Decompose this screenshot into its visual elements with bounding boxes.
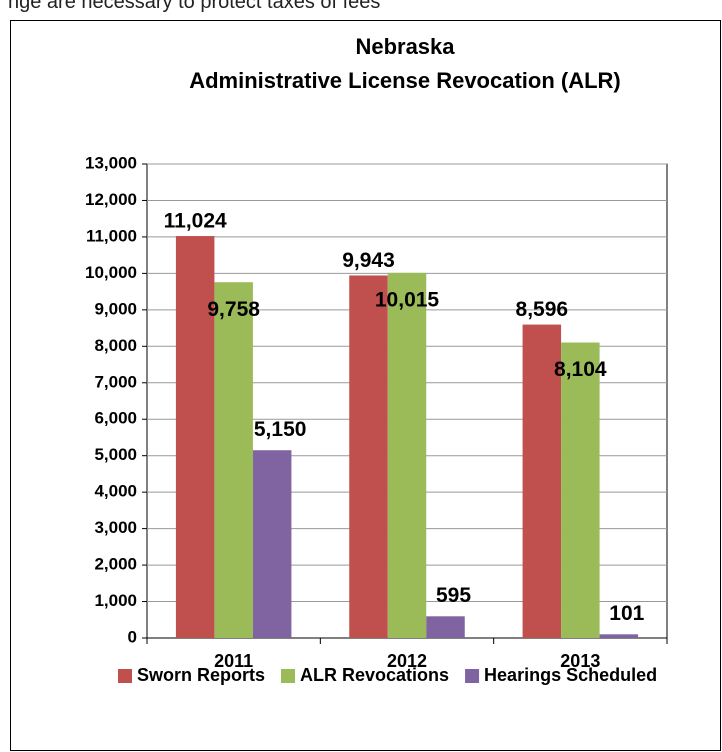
bar [175,236,215,638]
y-tick-label: 10,000 [85,263,137,282]
data-label: 11,024 [164,210,227,233]
y-tick-label: 2,000 [94,555,137,574]
data-label: 5,150 [254,418,307,441]
y-tick-label: 12,000 [85,190,137,209]
y-tick-label: 4,000 [94,482,137,501]
bar [561,342,600,638]
legend-swatch [465,669,480,683]
legend-label: Sworn Reports [137,665,265,685]
data-label: 8,104 [554,358,607,381]
data-label: 9,943 [342,249,395,272]
bar [214,282,253,638]
y-tick-label: 7,000 [94,372,137,391]
chart-border [10,20,721,751]
y-tick-label: 3,000 [94,518,137,537]
bar [349,275,388,638]
y-tick-label: 13,000 [85,153,137,172]
data-label: 10,015 [375,288,440,311]
caption-fragment: nge are necessary to protect taxes of fe… [8,0,381,13]
legend-swatch [281,669,296,683]
y-tick-label: 6,000 [94,409,137,428]
bar [426,616,465,638]
bar [599,634,639,638]
y-tick-label: 5,000 [94,445,137,464]
data-label: 9,758 [207,298,260,321]
y-tick-label: 8,000 [94,336,137,355]
legend-swatch [118,669,132,683]
bar [387,272,427,638]
data-label: 101 [609,602,644,625]
y-tick-label: 1,000 [94,591,137,610]
data-label: 8,596 [516,298,569,321]
data-label: 595 [436,584,471,607]
x-tick-label: 2011 [214,651,253,671]
y-tick-label: 9,000 [94,299,137,318]
x-tick-label: 2012 [387,651,427,671]
chart-subtitle: Administrative License Revocation (ALR) [189,68,621,93]
chart-title: Nebraska [355,34,455,59]
y-tick-label: 0 [128,627,137,646]
legend-label: ALR Revocations [300,665,449,685]
y-tick-label: 11,000 [86,226,137,245]
bar [252,450,292,638]
legend-label: Hearings Scheduled [484,665,657,685]
bar [522,324,562,638]
x-tick-label: 2013 [560,651,600,671]
